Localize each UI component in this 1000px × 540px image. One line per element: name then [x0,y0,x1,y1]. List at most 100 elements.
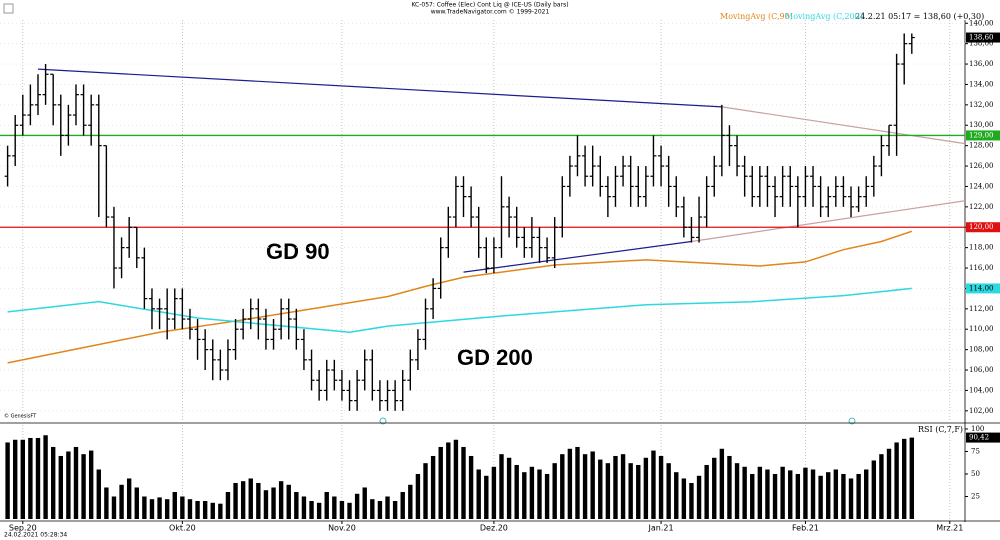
rsi-bar [674,472,679,519]
rsi-bar [5,442,10,519]
rsi-bar [446,442,451,519]
rsi-bar [339,500,345,519]
annotation: GD 200 [457,345,533,370]
rsi-bar [248,478,253,519]
rsi-bar [256,482,261,519]
rsi-bar [757,466,763,519]
y-tick-label: 136,00 [969,60,994,68]
rsi-bar [438,446,443,519]
chart-subtitle: www.TradeNavigator.com © 1999-2021 [431,9,550,16]
rsi-bar [392,500,398,519]
rsi-bar [628,463,633,519]
chart-title: KC-057: Coffee (Elec) Cont Liq @ ICE-US … [411,2,568,9]
rsi-bar [43,435,48,519]
rsi-bar [195,500,200,519]
rsi-bar [461,446,466,519]
value-label: 120,00 [969,223,994,231]
rsi-bar [864,469,869,519]
rsi-bar [294,491,299,519]
rsi-bar [347,502,352,519]
x-tick-label: Dez.20 [480,524,508,533]
rsi-bar [712,457,717,519]
rsi-bar [468,455,474,519]
value-box [966,283,1000,294]
x-tick-label: Sep.20 [9,524,37,533]
rsi-bar [126,478,132,519]
rsi-bar [324,491,329,519]
rsi-bar [537,469,542,519]
y-tick-label: 108,00 [969,346,994,354]
corner-icon [3,3,14,14]
y-tick-label: 118,00 [969,244,994,252]
value-label: 90,42 [969,434,989,442]
value-label: 129,00 [969,131,994,139]
rsi-bar [180,496,185,519]
rsi-bar [385,496,390,519]
y-tick-label: 122,00 [969,203,994,211]
rsi-bar [636,464,641,519]
rsi-bar [666,463,671,519]
rsi-bar [780,466,785,519]
timestamp: 24.02.2021 05:28:34 [4,532,67,539]
y-tick-label: 138,00 [969,40,994,48]
value-box [966,222,1000,233]
rsi-bar [111,496,117,519]
rsi-bar [484,475,489,519]
x-tick-label: Okt.20 [169,524,196,533]
rsi-bar [560,454,565,519]
rsi-bar [871,460,877,519]
rsi-bar [50,446,56,519]
trend-line [691,200,966,243]
rsi-bar [119,484,124,519]
value-label: 114,00 [969,284,994,292]
x-tick-label: Nov.20 [328,524,356,533]
rsi-bar [552,463,557,519]
y-tick-label: 75 [971,447,980,455]
rsi-bar [423,463,428,519]
value-box [966,432,1000,443]
y-tick-label: 140,00 [969,19,994,27]
value-box [966,32,1000,43]
y-tick-label: 112,00 [969,305,994,313]
legend-entry: MovingAvg (C,200) [785,12,863,21]
rsi-bar [233,482,238,519]
rsi-bar [704,464,709,519]
source: © GenesisFT [4,413,37,420]
x-tick-label: Feb.21 [792,524,819,533]
rsi-bar [172,491,177,519]
rsi-bar [567,448,573,519]
rsi-bar [309,500,314,519]
y-tick-label: 100 [971,425,984,433]
rsi-bar [301,496,307,519]
rsi-bar [841,473,846,519]
y-tick-label: 132,00 [969,101,994,109]
rsi-bar [81,454,86,519]
y-tick-label: 110,00 [969,325,994,333]
rsi-bar [727,455,732,519]
y-tick-label: 130,00 [969,121,994,129]
rsi-bar [544,473,550,519]
rsi-bar [271,487,276,519]
rsi-bar [491,466,497,519]
rsi-bar [316,502,322,519]
rsi-bar [620,454,626,519]
rsi-bar [28,437,33,519]
rsi-bar [286,484,291,519]
rsi-bar [826,472,831,519]
y-tick-label: 104,00 [969,386,994,394]
rsi-bar [803,467,808,519]
annotation: GD 90 [266,239,330,264]
rsi-bar [96,469,101,519]
rsi-bar [856,473,861,519]
rsi-bar [681,478,687,519]
rsi-bar [134,487,139,519]
x-tick-label: Jan.21 [648,524,674,533]
event-marker [379,417,387,425]
y-tick-label: 124,00 [969,182,994,190]
trend-line [721,106,966,145]
rsi-bar [750,473,755,519]
rsi-bar [575,446,580,519]
